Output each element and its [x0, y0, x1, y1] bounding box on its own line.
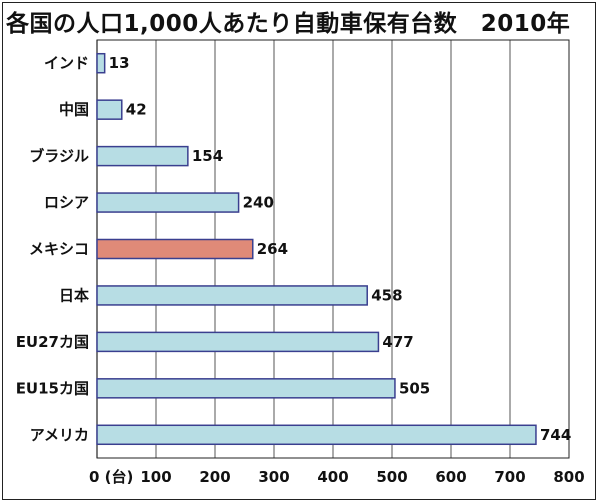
bar [96, 285, 368, 306]
category-label: 中国 [59, 101, 89, 119]
bar [96, 331, 380, 353]
value-label: 154 [192, 147, 223, 165]
category-label: 日本 [59, 286, 89, 304]
bar [96, 52, 106, 74]
category-label: EU27カ国 [16, 333, 89, 351]
bar [96, 424, 537, 446]
chart-title: 各国の人口1,000人あたり自動車保有台数 2010年 [6, 11, 571, 37]
x-tick-label: 600 [435, 468, 466, 486]
bar [96, 99, 123, 120]
bar [96, 238, 254, 260]
value-label: 505 [399, 379, 430, 397]
category-label: EU15カ国 [16, 379, 89, 397]
value-label: 458 [371, 286, 402, 304]
value-label: 264 [257, 240, 288, 258]
category-label: ロシア [44, 194, 89, 212]
bar [96, 378, 396, 399]
x-tick-label: 200 [199, 468, 230, 486]
x-tick-label: 100 [140, 468, 171, 486]
category-label: アメリカ [30, 426, 89, 444]
category-label: メキシコ [29, 240, 89, 258]
x-tick-label: 700 [494, 468, 525, 486]
value-label: 240 [243, 194, 274, 212]
category-label: ブラジル [29, 147, 89, 165]
value-label: 477 [382, 333, 413, 351]
value-label: 744 [540, 426, 571, 444]
x-tick-label: 800 [553, 468, 584, 486]
category-label: インド [44, 54, 89, 72]
x-tick-label: 300 [258, 468, 289, 486]
x-tick-label: 500 [376, 468, 407, 486]
x-tick-label: 0 (台) [89, 468, 133, 486]
bar [96, 192, 240, 213]
x-tick-label: 400 [317, 468, 348, 486]
value-label: 42 [126, 101, 147, 119]
value-label: 13 [109, 54, 130, 72]
bar [96, 145, 189, 167]
